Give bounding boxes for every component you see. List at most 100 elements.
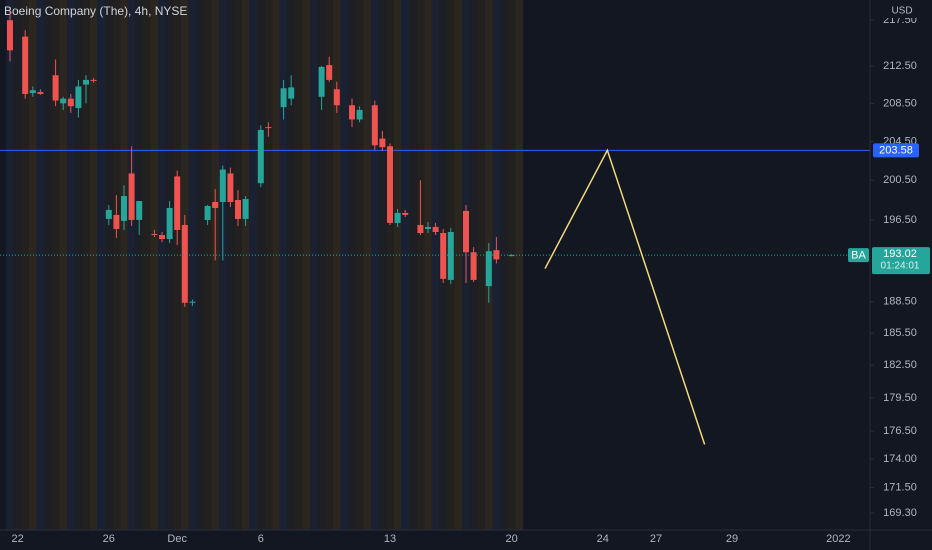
chart-title: Boeing Company (The), 4h, NYSE [4,4,187,18]
symbol-label: BA [851,249,866,261]
session-band [264,0,273,530]
session-band [36,0,45,530]
candle-body [235,200,241,219]
candle-body [204,205,211,220]
last-price-label: 193.02 [883,248,917,260]
y-tick-label: 174.00 [883,453,917,465]
session-band [21,0,29,530]
session-band [158,0,166,530]
session-band [127,0,136,530]
session-band [409,0,417,530]
y-tick-label: 176.50 [883,425,917,437]
candle-body [113,214,120,229]
last-price-box [872,247,930,275]
candle-body [121,196,127,221]
session-band [317,0,326,530]
session-band [295,0,303,530]
session-band [477,0,485,530]
hline-label: 203.58 [879,145,913,157]
candle-body [227,173,234,203]
session-band [150,0,159,530]
session-band [51,0,60,530]
x-tick-label: Dec [167,533,187,545]
candle-body [242,199,249,219]
candle-body [417,224,424,233]
session-band [165,0,174,530]
candle-body [470,252,477,280]
candle-body [318,66,325,97]
session-band [97,0,105,530]
candle-body [136,201,143,220]
x-tick-label: 26 [103,533,115,545]
candle-body [219,169,226,203]
candle-body [29,90,36,94]
session-band [112,0,121,530]
candle-body [212,202,219,208]
candle-body [326,65,333,80]
candle-body [7,20,13,51]
candle-body [432,226,439,232]
x-tick-label: 20 [505,533,517,545]
session-band [6,0,14,530]
candle-body [174,176,181,230]
candle-body [83,79,89,85]
candle-body [463,210,469,253]
session-band [378,0,387,530]
candle-body [394,212,401,223]
candle-body [493,250,500,260]
session-band [135,0,143,530]
session-band [431,0,440,530]
session-band [196,0,204,530]
candle-body [379,138,386,148]
session-band [310,0,318,530]
session-band [340,0,349,530]
candle-body [387,146,393,223]
session-band [454,0,463,530]
y-tick-label: 208.50 [883,97,917,109]
y-tick-label: 169.30 [883,507,917,519]
session-band [507,0,516,530]
session-band [105,0,113,530]
x-tick-label: 13 [384,533,396,545]
session-band [226,0,235,530]
session-band [355,0,364,530]
y-tick-label: 188.50 [883,296,917,308]
candle-body [447,231,454,280]
session-band [492,0,501,530]
x-tick-label: 22 [11,533,23,545]
candle-body [356,109,363,120]
session-band [515,0,523,530]
session-band [287,0,295,530]
session-band [74,0,83,530]
session-band [371,0,379,530]
session-band [203,0,212,530]
candle-body [75,86,82,109]
symbol-box [848,248,869,263]
session-band [500,0,508,530]
session-band [219,0,227,530]
y-tick-label: 179.50 [883,392,917,404]
candle-body [166,207,173,240]
session-band [29,0,37,530]
session-band [44,0,52,530]
candle-body [67,98,74,107]
x-tick-label: 6 [258,533,264,545]
candle-body [60,98,67,104]
candle-body [181,224,188,303]
candle-body [105,209,112,219]
session-band [59,0,67,530]
session-band [82,0,90,530]
session-band [401,0,409,530]
session-band [211,0,219,530]
candle-body [128,173,135,220]
session-band [257,0,265,530]
session-band [67,0,75,530]
candle-body [440,232,447,279]
session-band [13,0,22,530]
session-band [302,0,311,530]
session-band [188,0,197,530]
candle-body [349,105,355,120]
session-band [393,0,402,530]
session-band [143,0,151,530]
x-tick-label: 24 [597,533,609,545]
